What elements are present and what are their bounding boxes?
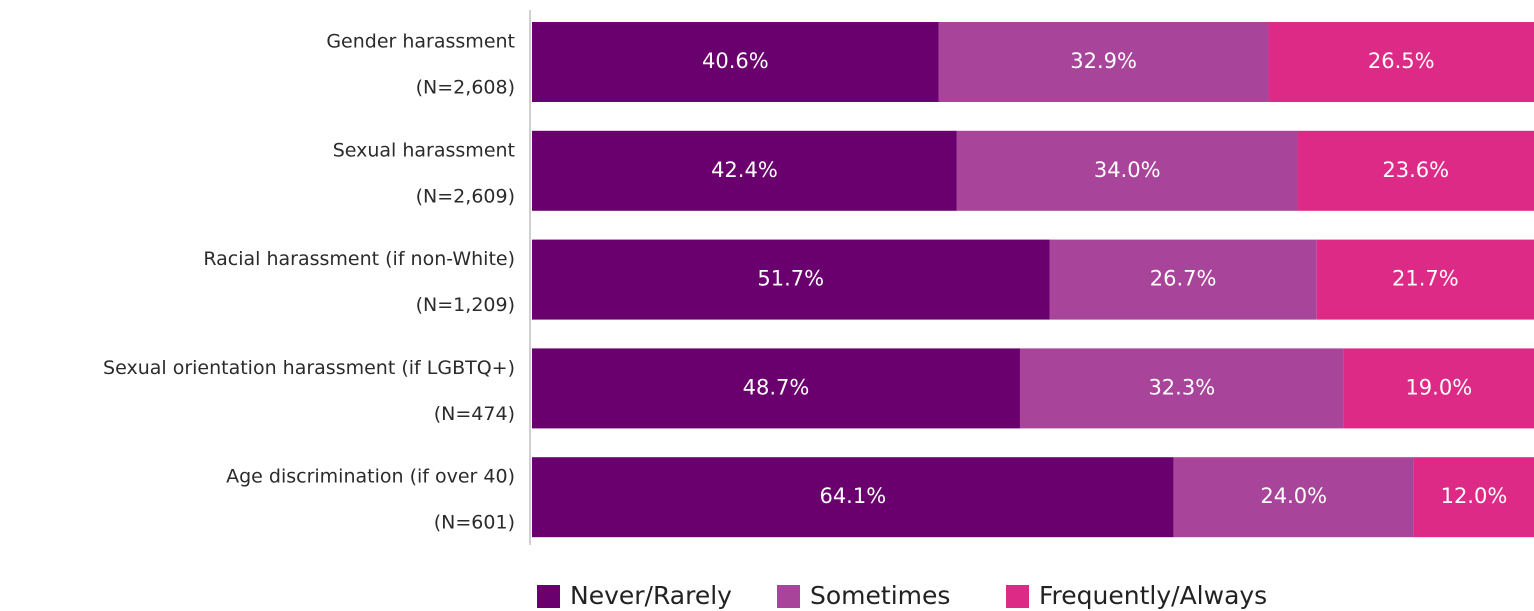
bar-segment — [532, 457, 1174, 538]
bar-segment — [1413, 457, 1534, 538]
bar-segment — [1343, 348, 1534, 429]
value-label: 64.1% — [819, 484, 886, 508]
bar-segment — [532, 239, 1050, 320]
legend-label: Sometimes — [810, 581, 950, 610]
legend-swatch — [777, 585, 800, 608]
value-label: 26.7% — [1150, 267, 1217, 291]
value-label: 24.0% — [1260, 484, 1327, 508]
value-label: 42.4% — [711, 158, 778, 182]
value-label: 40.6% — [702, 49, 769, 73]
bar-segment — [1268, 22, 1534, 102]
bar-segment — [956, 130, 1298, 211]
value-label: 48.7% — [743, 375, 810, 399]
bar-segment — [1316, 239, 1534, 320]
sample-size-label: (N=2,608) — [416, 77, 515, 99]
value-label: 34.0% — [1094, 158, 1161, 182]
value-label: 26.5% — [1368, 49, 1435, 73]
value-label: 12.0% — [1441, 484, 1508, 508]
bar-segment — [532, 22, 939, 102]
legend-swatch — [1006, 585, 1029, 608]
value-label: 51.7% — [757, 267, 824, 291]
value-label: 32.9% — [1070, 49, 1137, 73]
legend-label: Never/Rarely — [570, 581, 732, 610]
category-label: Sexual orientation harassment (if LGBTQ+… — [103, 357, 515, 379]
bar-segment — [532, 130, 957, 211]
sample-size-label: (N=2,609) — [416, 185, 515, 207]
bar-segment — [532, 348, 1020, 429]
bar-segment — [1297, 130, 1534, 211]
value-label: 32.3% — [1148, 375, 1215, 399]
legend-swatch — [537, 585, 560, 608]
bar-segment — [938, 22, 1269, 102]
value-label: 23.6% — [1382, 158, 1449, 182]
value-label: 19.0% — [1405, 375, 1472, 399]
bar-segment — [1173, 457, 1414, 538]
bar-segment — [1049, 239, 1317, 320]
category-label: Racial harassment (if non-White) — [203, 248, 515, 270]
sample-size-label: (N=474) — [434, 403, 515, 425]
category-label: Gender harassment — [326, 31, 515, 53]
sample-size-label: (N=601) — [434, 512, 515, 534]
category-label: Sexual harassment — [333, 139, 515, 161]
value-label: 21.7% — [1392, 267, 1459, 291]
legend-label: Frequently/Always — [1039, 581, 1267, 610]
sample-size-label: (N=1,209) — [416, 294, 515, 316]
category-label: Age discrimination (if over 40) — [226, 466, 515, 488]
bar-segment — [1019, 348, 1344, 429]
